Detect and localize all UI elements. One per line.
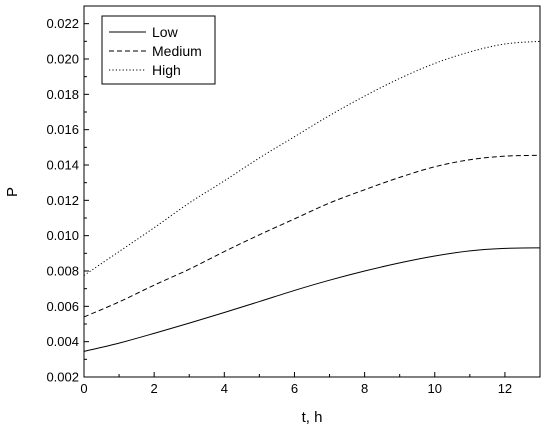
lines-layer (83, 40, 541, 352)
series-line-medium (83, 154, 541, 318)
legend-label-high: High (152, 62, 181, 78)
legend-label-medium: Medium (152, 43, 202, 59)
x-tick-label: 2 (151, 381, 158, 396)
legend: Low Medium High (101, 15, 216, 85)
plot-frame (83, 5, 541, 378)
x-tick-label: 0 (80, 381, 87, 396)
y-tick-label: 0.008 (46, 264, 79, 279)
x-tick-label: 6 (291, 381, 298, 396)
y-tick-label: 0.004 (46, 334, 79, 349)
y-tick-label: 0.002 (46, 370, 79, 385)
y-tick-label: 0.020 (46, 52, 79, 67)
legend-box (101, 15, 216, 85)
x-tick-label: 10 (428, 381, 442, 396)
y-tick-label: 0.022 (46, 16, 79, 31)
y-tick-label: 0.006 (46, 299, 79, 314)
y-tick-label: 0.014 (46, 158, 79, 173)
legend-label-low: Low (152, 24, 179, 40)
series-line-low (83, 247, 541, 352)
y-tick-label: 0.010 (46, 228, 79, 243)
y-tick-label: 0.012 (46, 193, 79, 208)
y-tick-label: 0.018 (46, 87, 79, 102)
x-tick-label: 8 (361, 381, 368, 396)
x-tick-label: 4 (221, 381, 228, 396)
x-axis-title: t, h (302, 409, 323, 426)
ticks-layer: 0 2 4 6 8 10 12 0.002 0.004 0.006 0.008 0.010 0.012 0… (46, 16, 512, 396)
y-tick-label: 0.016 (46, 122, 79, 137)
y-axis-title: P (4, 187, 21, 197)
x-tick-label: 12 (498, 381, 512, 396)
series-line-high (83, 40, 541, 276)
